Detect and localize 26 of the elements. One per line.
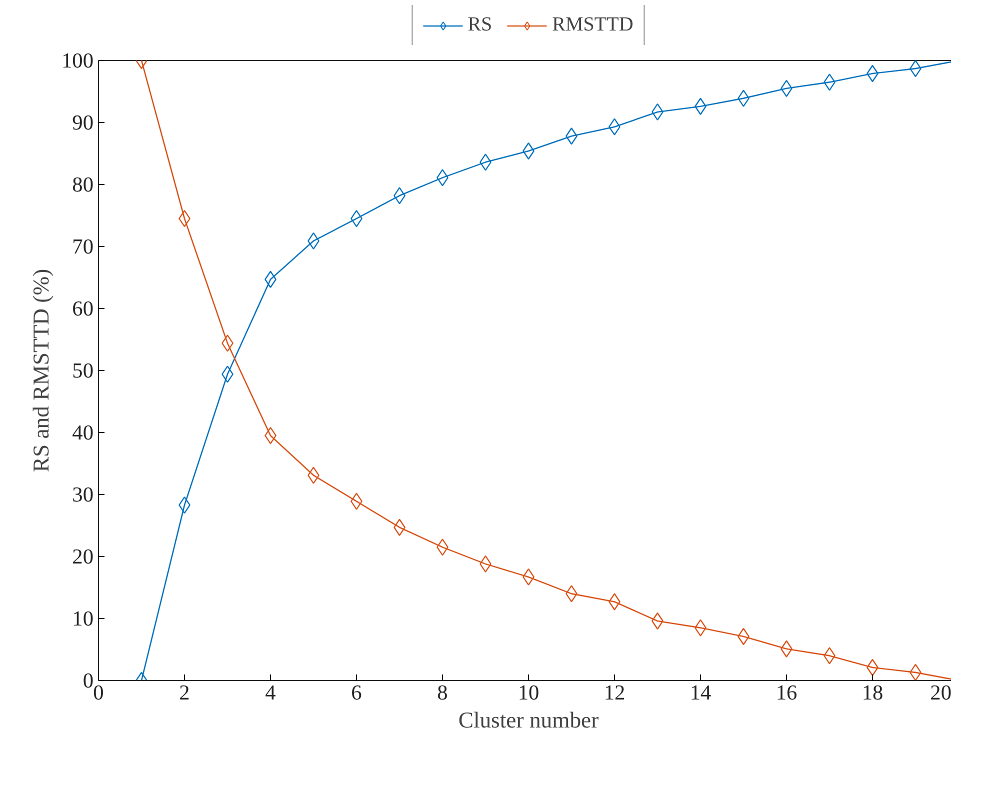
y-tick-label: 30 — [72, 482, 94, 506]
x-tick-label: 2 — [179, 680, 190, 704]
y-tick-label: 50 — [72, 358, 94, 382]
y-tick-label: 70 — [72, 234, 94, 258]
x-axis-title: Cluster number — [458, 708, 600, 732]
point — [910, 60, 922, 78]
x-tick-label: 6 — [351, 680, 362, 704]
x-tick-label: 20 — [930, 680, 952, 704]
x-tick-label: 10 — [518, 680, 540, 704]
legend-label: RS — [468, 14, 492, 36]
x-tick-label: 18 — [862, 680, 884, 704]
x-tick-label: 12 — [604, 680, 626, 704]
x-tick-label: 16 — [776, 680, 798, 704]
x-tick-label: 4 — [265, 680, 276, 704]
y-tick-label: 20 — [72, 544, 94, 568]
y-tick-label: 90 — [72, 110, 94, 134]
x-tick-label: 8 — [437, 680, 448, 704]
y-tick-label: 100 — [62, 48, 94, 72]
x-tick-label: 14 — [690, 680, 712, 704]
y-axis-title: RS and RMSTTD (%) — [28, 268, 54, 472]
y-tick-label: 40 — [72, 420, 94, 444]
y-tick-label: 60 — [72, 296, 94, 320]
y-tick-label: 10 — [72, 606, 94, 630]
point — [910, 664, 922, 680]
y-tick-label: 80 — [72, 172, 94, 196]
legend-label: RMSTTD — [552, 14, 634, 36]
